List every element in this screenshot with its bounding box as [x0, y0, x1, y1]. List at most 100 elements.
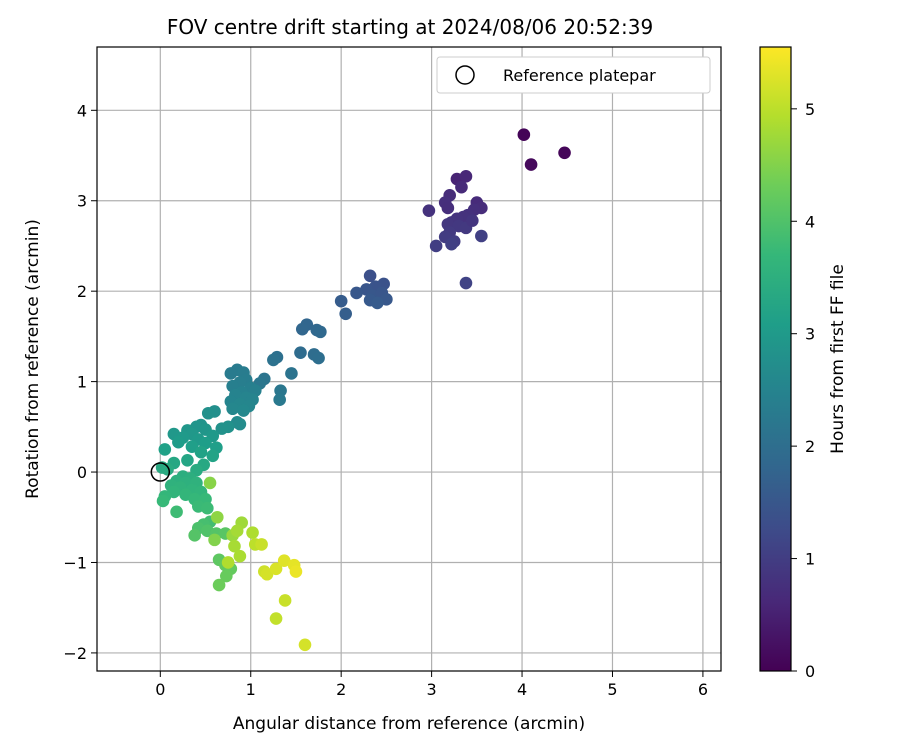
data-point	[220, 569, 233, 583]
data-point	[314, 325, 327, 339]
legend-entry: Reference platepar	[503, 66, 656, 85]
y-axis-label: Rotation from reference (arcmin)	[23, 219, 43, 499]
data-point	[156, 494, 170, 508]
data-point	[294, 346, 307, 359]
data-point	[459, 276, 473, 290]
colorbar-tick-label: 2	[805, 437, 815, 456]
data-point	[285, 367, 298, 380]
x-tick-label: 3	[427, 680, 437, 699]
data-point	[517, 128, 531, 142]
y-tick-label: −1	[63, 553, 87, 572]
reference-marker	[150, 462, 171, 482]
data-point	[185, 440, 199, 454]
x-tick-label: 2	[336, 680, 346, 699]
y-tick-label: 3	[77, 192, 87, 211]
y-tick-label: 0	[77, 463, 87, 482]
x-tick-label: 1	[246, 680, 256, 699]
colorbar-tick-label: 3	[805, 325, 815, 344]
y-tick-label: −2	[63, 644, 87, 663]
data-point	[277, 554, 291, 567]
plot-area: 0 1 2 3 4 5 6 −2 −1 0 1 2 3 4	[63, 46, 722, 699]
data-point	[221, 556, 235, 569]
data-point	[224, 367, 238, 380]
data-point	[233, 549, 247, 563]
data-point	[278, 594, 292, 607]
data-point	[363, 269, 377, 283]
data-point	[289, 565, 303, 578]
data-point	[188, 529, 201, 542]
data-point	[273, 393, 286, 406]
x-axis-ticks: 0 1 2 3 4 5 6	[155, 671, 708, 699]
grid-lines	[97, 47, 721, 671]
x-tick-label: 5	[607, 680, 617, 699]
data-point	[181, 453, 194, 467]
plot-frame	[96, 46, 722, 672]
data-point	[255, 538, 268, 551]
data-point	[215, 422, 229, 435]
data-point	[228, 539, 241, 553]
data-point	[212, 578, 226, 592]
legend-marker	[455, 65, 475, 85]
data-point	[170, 505, 183, 519]
data-point	[274, 384, 287, 397]
y-tick-label: 1	[77, 373, 87, 392]
legend-box	[436, 56, 711, 94]
data-point	[172, 435, 185, 449]
colorbar-tick-label: 1	[805, 550, 815, 569]
data-point	[441, 201, 455, 215]
data-point	[558, 146, 571, 160]
data-point	[233, 417, 247, 431]
data-point	[459, 170, 473, 183]
data-point	[339, 307, 352, 321]
data-point	[334, 294, 348, 308]
data-point	[161, 463, 174, 476]
data-point	[269, 612, 283, 625]
data-point	[246, 526, 259, 539]
data-point	[206, 449, 220, 463]
x-tick-label: 4	[517, 680, 527, 699]
data-point	[371, 296, 384, 310]
data-point	[455, 180, 468, 194]
data-point	[429, 239, 443, 253]
data-point	[201, 501, 214, 515]
chart-title: FOV centre drift starting at 2024/08/06 …	[167, 15, 653, 39]
y-tick-label: 2	[77, 282, 87, 301]
data-point	[226, 402, 239, 416]
data-point	[295, 322, 309, 336]
data-point	[158, 443, 172, 456]
x-axis-label: Angular distance from reference (arcmin)	[233, 714, 585, 734]
data-point	[230, 524, 244, 538]
colorbar-gradient	[760, 47, 791, 671]
data-point	[312, 351, 325, 365]
data-points	[155, 128, 571, 652]
data-point	[194, 445, 208, 459]
data-point	[524, 158, 538, 171]
legend: Reference platepar	[436, 56, 711, 94]
data-point	[298, 638, 312, 652]
plot-background	[97, 47, 721, 671]
data-point	[475, 229, 488, 243]
colorbar-tick-label: 5	[805, 100, 815, 119]
data-point	[267, 353, 280, 367]
data-point	[208, 533, 221, 547]
colorbar-tick-label: 4	[805, 212, 815, 231]
colorbar: 0 1 2 3 4 5 Hours from first FF file	[759, 46, 848, 681]
data-point	[269, 562, 283, 576]
data-point	[350, 286, 363, 300]
data-point	[466, 214, 479, 227]
colorbar-frame	[759, 46, 792, 672]
x-tick-label: 0	[155, 680, 165, 699]
data-point	[237, 404, 250, 417]
y-tick-label: 4	[77, 101, 87, 120]
data-point	[210, 510, 224, 524]
data-point	[201, 406, 215, 420]
data-point	[445, 237, 458, 251]
colorbar-ticks: 0 1 2 3 4 5	[791, 100, 815, 681]
data-point	[203, 476, 217, 490]
data-point	[422, 204, 436, 217]
x-tick-label: 6	[698, 680, 708, 699]
data-point	[260, 567, 274, 581]
colorbar-tick-label: 0	[805, 662, 815, 681]
colorbar-label: Hours from first FF file	[828, 264, 848, 454]
